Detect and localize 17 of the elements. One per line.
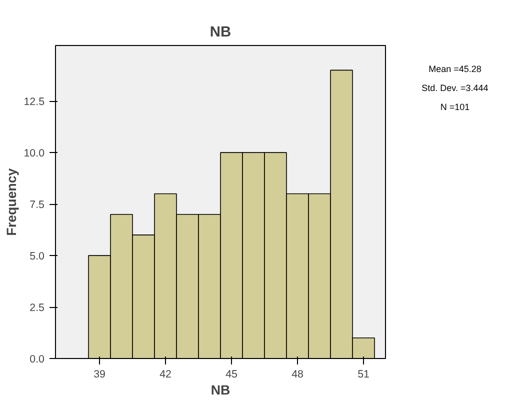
y-tick-label: 7.5 — [30, 199, 45, 212]
chart-title: NB — [210, 24, 232, 40]
x-tick-label: 39 — [94, 368, 106, 380]
text: N =101 — [440, 102, 470, 112]
text: Mean =45.28 — [428, 64, 482, 74]
y-tick-label: 0.0 — [30, 354, 45, 366]
x-axis-title: NB — [210, 382, 230, 398]
x-tick-label: 51 — [358, 368, 370, 380]
y-axis-title: Frequency — [4, 168, 19, 236]
y-tick-label: 12.5 — [24, 96, 45, 108]
x-tick-label: 45 — [226, 368, 238, 380]
x-tick-label: 48 — [292, 368, 304, 380]
text: Std. Dev. =3.444 — [422, 83, 488, 93]
y-tick-label: 2.5 — [30, 302, 45, 314]
y-tick-label: 5.0 — [30, 250, 45, 263]
x-tick-label: 42 — [160, 368, 172, 380]
y-tick-label: 10.0 — [24, 148, 45, 160]
